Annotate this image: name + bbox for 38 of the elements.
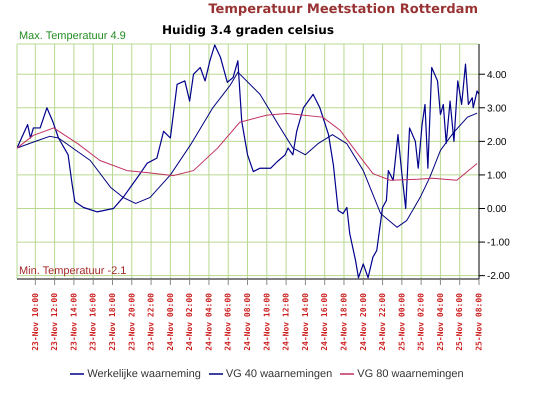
legend-label: VG 80 waarnemingen bbox=[357, 368, 464, 380]
chart-title: Temperatuur Meetstation Rotterdam bbox=[208, 2, 478, 17]
x-tick-label: 23-Nov 10:00 bbox=[30, 292, 40, 351]
annotation: Min. Temperatuur -2.1 bbox=[19, 265, 126, 277]
x-tick-label: 24-Nov 16:00 bbox=[320, 292, 330, 351]
x-tick-label: 23-Nov 14:00 bbox=[69, 292, 78, 351]
x-tick-label: 25-Nov 00:00 bbox=[397, 292, 406, 351]
legend-label: VG 40 waarnemingen bbox=[226, 368, 332, 380]
x-tick-label: 25-Nov 06:00 bbox=[455, 292, 464, 351]
x-tick-label: 25-Nov 04:00 bbox=[436, 292, 445, 351]
x-tick-label: 25-Nov 08:00 bbox=[474, 292, 484, 351]
chart-subtitle: Huidig 3.4 graden celsius bbox=[162, 23, 334, 37]
x-tick-label: 24-Nov 22:00 bbox=[378, 292, 388, 351]
y-tick-label: 4.00 bbox=[487, 70, 507, 81]
x-tick-label: 24-Nov 02:00 bbox=[185, 292, 194, 351]
x-tick-label: 23-Nov 22:00 bbox=[146, 292, 156, 351]
text: Max. Temperatuur 4.9 bbox=[19, 30, 126, 42]
legend-label: Werkelijke waarneming bbox=[87, 368, 201, 380]
x-tick-label: 24-Nov 18:00 bbox=[339, 292, 348, 351]
x-tick-label: 25-Nov 02:00 bbox=[416, 292, 426, 351]
x-tick-label: 23-Nov 20:00 bbox=[127, 292, 136, 351]
x-tick-label: 24-Nov 12:00 bbox=[282, 292, 291, 351]
x-tick-label: 23-Nov 18:00 bbox=[108, 292, 117, 351]
x-tick-label: 24-Nov 04:00 bbox=[204, 292, 214, 351]
x-tick-label: 23-Nov 12:00 bbox=[50, 292, 60, 351]
y-tick-label: -2.00 bbox=[487, 271, 510, 282]
x-tick-label: 24-Nov 08:00 bbox=[243, 292, 252, 351]
x-tick-label: 24-Nov 00:00 bbox=[166, 292, 175, 351]
x-tick-label: 24-Nov 10:00 bbox=[262, 292, 272, 351]
x-tick-label: 24-Nov 14:00 bbox=[300, 292, 310, 351]
y-tick-label: 2.00 bbox=[487, 136, 507, 148]
x-tick-label: 24-Nov 06:00 bbox=[224, 292, 233, 351]
x-tick-label: 24-Nov 20:00 bbox=[358, 292, 368, 351]
y-tick-label: -1.00 bbox=[487, 238, 510, 249]
y-tick-label: 0.00 bbox=[487, 204, 507, 216]
y-tick-label: 3.00 bbox=[487, 103, 507, 114]
x-tick-label: 23-Nov 16:00 bbox=[88, 292, 98, 351]
y-tick-label: 1.00 bbox=[487, 170, 507, 182]
